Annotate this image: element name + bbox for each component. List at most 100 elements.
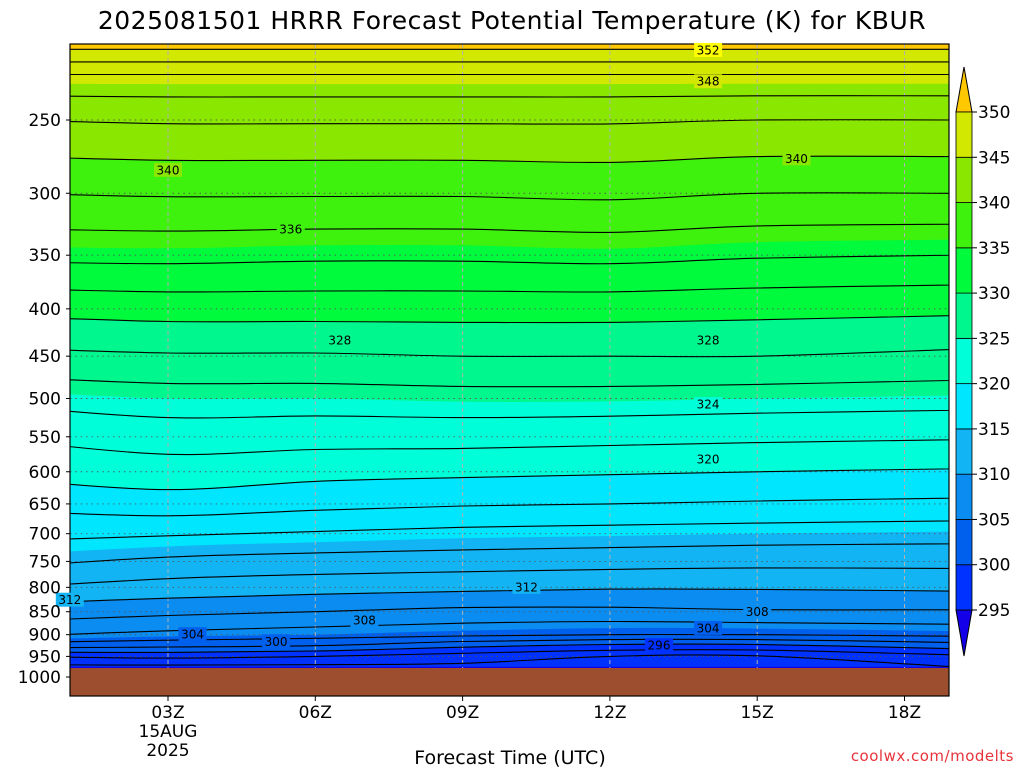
contour-label-348: 348 bbox=[697, 75, 720, 89]
y-tick-label-700: 700 bbox=[29, 525, 61, 545]
contour-label-300: 300 bbox=[265, 635, 288, 649]
contour-label-304: 304 bbox=[181, 628, 204, 642]
x-tick-label-18Z: 18Z bbox=[888, 703, 921, 723]
contour-line-316 bbox=[70, 520, 949, 542]
contour-line-340 bbox=[70, 155, 949, 164]
contour-line-308 bbox=[70, 606, 949, 622]
contour-label-304: 304 bbox=[697, 621, 720, 635]
contour-labels: 352 348 340 340 336 328 328 324 320 312 312 308 308 3… bbox=[55, 42, 811, 653]
x-tick-label-15Z: 15Z bbox=[741, 703, 774, 723]
colorbar-segment-320-325 bbox=[955, 337, 973, 385]
contour-label-340: 340 bbox=[785, 152, 808, 166]
contour-label-bg bbox=[694, 42, 723, 57]
contour-line-318 bbox=[70, 497, 949, 517]
contour-label-312: 312 bbox=[58, 593, 81, 607]
contour-line-320 bbox=[70, 468, 949, 491]
colorbar-label-345: 345 bbox=[978, 148, 1010, 168]
x-date-year: 2025 bbox=[146, 741, 189, 761]
contour-line-324 bbox=[70, 406, 949, 419]
contour-label-328: 328 bbox=[697, 333, 720, 347]
colorbar-label-325: 325 bbox=[978, 329, 1010, 349]
contour-label-bg bbox=[325, 332, 354, 347]
contour-label-bg bbox=[154, 162, 182, 177]
contour-line-336 bbox=[70, 223, 949, 234]
contour-line-296 bbox=[70, 654, 949, 668]
contour-label-bg bbox=[350, 613, 379, 628]
colorbar-segment-310-315 bbox=[955, 428, 973, 475]
y-tick-label-550: 550 bbox=[29, 428, 61, 448]
contour-label-296: 296 bbox=[648, 639, 671, 653]
colorbar-label-350: 350 bbox=[978, 103, 1010, 123]
contour-line-328 bbox=[70, 347, 949, 358]
contour-label-bg bbox=[55, 592, 84, 607]
y-tick-label-350: 350 bbox=[29, 246, 61, 266]
contour-line-304 bbox=[70, 633, 949, 644]
chart-title: 2025081501 HRRR Forecast Potential Tempe… bbox=[98, 6, 926, 35]
colorbar-label-335: 335 bbox=[978, 239, 1010, 259]
contour-line-322 bbox=[70, 439, 949, 456]
contour-label-312: 312 bbox=[515, 580, 538, 594]
contour-label-308: 308 bbox=[353, 614, 376, 628]
contour-label-bg bbox=[262, 634, 291, 649]
contour-label-bg bbox=[178, 627, 207, 642]
contour-line-312 bbox=[70, 567, 949, 588]
colorbar-segment-295-300 bbox=[955, 564, 973, 611]
x-tick-label-09Z: 09Z bbox=[446, 703, 479, 723]
x-tick-label-12Z: 12Z bbox=[593, 703, 626, 723]
colorbar-segment-340-345 bbox=[955, 156, 973, 203]
contour-label-bg bbox=[512, 579, 541, 594]
colorbar-label-340: 340 bbox=[978, 194, 1010, 214]
colorbar-segment-335-340 bbox=[955, 202, 973, 249]
x-axis-label: Forecast Time (UTC) bbox=[414, 747, 605, 768]
contour-line-330 bbox=[70, 315, 949, 324]
colorbar-label-330: 330 bbox=[978, 284, 1010, 304]
contour-line-298 bbox=[70, 649, 949, 659]
colorbar-extend-high bbox=[955, 66, 973, 113]
contour-label-bg bbox=[276, 222, 305, 237]
x-date-day: 15AUG bbox=[139, 722, 198, 742]
contour-label-324: 324 bbox=[697, 398, 720, 412]
colorbar-label-305: 305 bbox=[978, 510, 1010, 530]
colorbar-label-310: 310 bbox=[978, 465, 1010, 485]
contour-label-bg bbox=[694, 74, 723, 89]
contour-line-342 bbox=[70, 119, 949, 125]
colorbar-segment-345-350 bbox=[955, 111, 973, 158]
contour-label-340: 340 bbox=[157, 163, 180, 177]
colorbar-segment-330-335 bbox=[955, 247, 973, 294]
colorbar-segment-300-305 bbox=[955, 519, 973, 566]
y-tick-label-500: 500 bbox=[29, 390, 61, 410]
contour-line-344 bbox=[70, 95, 949, 98]
colorbar-segment-325-330 bbox=[955, 292, 973, 339]
y-tick-label-900: 900 bbox=[29, 626, 61, 646]
contour-line-326 bbox=[70, 376, 949, 388]
y-tick-label-800: 800 bbox=[29, 578, 61, 598]
y-axis: 250 300 350 400 450 500 550 600 650 700 750 800 850 9… bbox=[18, 111, 70, 688]
colorbar-label-300: 300 bbox=[978, 556, 1010, 576]
grid-lines bbox=[70, 44, 949, 696]
contour-line-300 bbox=[70, 643, 949, 653]
contour-label-bg bbox=[782, 151, 811, 166]
colorbar-label-315: 315 bbox=[978, 420, 1010, 440]
credit-text: coolwx.com/modelts bbox=[851, 747, 1014, 765]
y-tick-label-400: 400 bbox=[29, 300, 61, 320]
y-tick-label-300: 300 bbox=[29, 184, 61, 204]
y-tick-label-750: 750 bbox=[29, 552, 61, 572]
y-tick-label-1000: 1000 bbox=[18, 668, 61, 688]
y-tick-label-250: 250 bbox=[29, 111, 61, 131]
contour-label-bg bbox=[694, 332, 723, 347]
x-tick-label-03Z: 03Z bbox=[151, 703, 184, 723]
y-tick-label-450: 450 bbox=[29, 347, 61, 367]
plot-frame bbox=[69, 43, 950, 697]
contour-line-338 bbox=[70, 192, 949, 201]
colorbar-segment-315-320 bbox=[955, 383, 973, 430]
contour-line-334 bbox=[70, 254, 949, 265]
y-tick-label-600: 600 bbox=[29, 463, 61, 483]
colorbar: 295 300 305 310 315 320 325 330 335 340 345 350 bbox=[955, 66, 1010, 657]
contour-line-332 bbox=[70, 284, 949, 293]
x-tick-label-06Z: 06Z bbox=[299, 703, 332, 723]
contour-label-336: 336 bbox=[279, 223, 302, 237]
y-tick-label-950: 950 bbox=[29, 647, 61, 667]
contour-label-bg bbox=[694, 451, 723, 466]
contour-line-302 bbox=[70, 638, 949, 649]
